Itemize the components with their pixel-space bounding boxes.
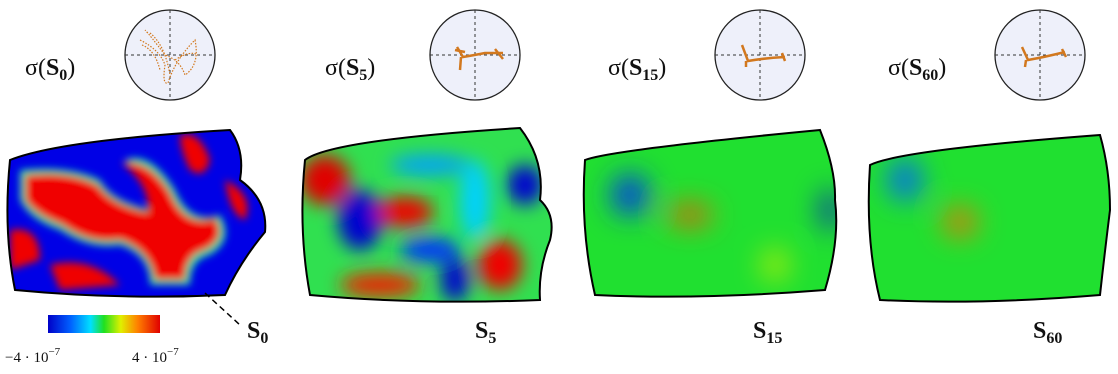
heatmap	[7, 130, 266, 297]
pointer	[204, 292, 241, 326]
caption: S0	[247, 318, 268, 347]
inset	[124, 9, 216, 101]
text-part: 15	[642, 67, 658, 84]
outline	[867, 133, 1112, 303]
colorbar-min: −4 · 10−7	[5, 346, 61, 366]
text-part: 5	[488, 330, 496, 347]
panel-label: σ(S15)	[608, 55, 666, 84]
text-part: )	[938, 55, 946, 81]
text-part: 60	[1046, 330, 1062, 347]
text-part: )	[367, 55, 375, 81]
text-part: S	[629, 55, 642, 81]
text-part: σ(	[325, 55, 346, 81]
text-part: )	[67, 55, 75, 81]
text-part: S	[475, 318, 488, 344]
inset	[994, 9, 1086, 101]
text-part: 5	[359, 67, 367, 84]
panel-label: σ(S5)	[325, 55, 375, 84]
colorbar-max: 4 · 10−7	[132, 346, 179, 366]
text-part: 4 · 10	[132, 350, 167, 366]
text-part: S	[46, 55, 59, 81]
text-part: S	[247, 318, 260, 344]
text-part: −4 · 10	[5, 350, 48, 366]
inset	[714, 9, 806, 101]
text-part: S	[1033, 318, 1046, 344]
text-part: σ(	[608, 55, 629, 81]
outline	[582, 128, 838, 298]
text-part: −7	[48, 346, 60, 358]
heatmap	[868, 135, 1110, 302]
text-part: 0	[59, 67, 67, 84]
text-part: 0	[260, 330, 268, 347]
text-part: )	[658, 55, 666, 81]
text-part: S	[753, 318, 766, 344]
outline	[6, 128, 267, 298]
text-part: −7	[167, 346, 179, 358]
heatmap	[583, 130, 837, 297]
colorbar	[48, 315, 160, 333]
panel-label: σ(S0)	[25, 55, 75, 84]
panel-label: σ(S60)	[888, 55, 946, 84]
inset	[429, 9, 521, 101]
heatmap	[302, 128, 552, 302]
caption: S60	[1033, 318, 1062, 347]
text-part: σ(	[888, 55, 909, 81]
text-part: σ(	[25, 55, 46, 81]
text-part: S	[346, 55, 359, 81]
caption: S15	[753, 318, 782, 347]
text-part: 60	[922, 67, 938, 84]
caption: S5	[475, 318, 496, 347]
outline	[301, 126, 553, 303]
text-part: S	[909, 55, 922, 81]
text-part: 15	[766, 330, 782, 347]
